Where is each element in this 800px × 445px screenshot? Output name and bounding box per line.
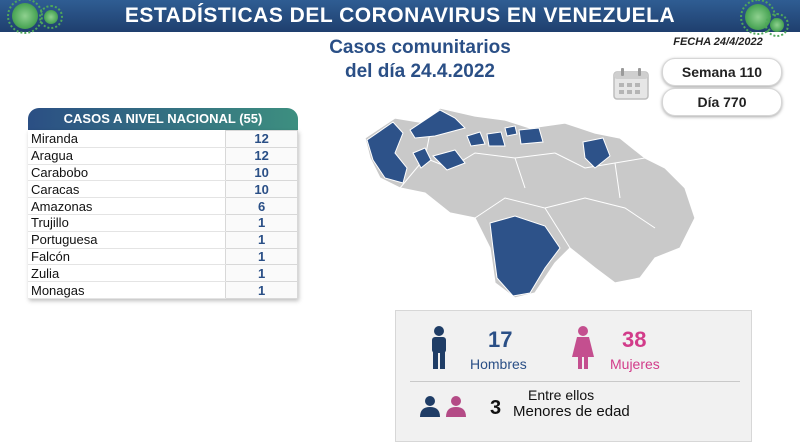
- minors-label: Menores de edad: [513, 403, 630, 420]
- day-badge: Día 770: [662, 88, 782, 116]
- case-count: 6: [225, 197, 298, 215]
- men-count: 17: [488, 327, 513, 352]
- map-state-amazonas: [489, 215, 561, 297]
- table-row: Monagas 1: [28, 281, 298, 299]
- case-count: 12: [225, 146, 298, 165]
- map-state-caracas: [504, 125, 518, 137]
- men-label: Hombres: [470, 356, 527, 372]
- map-state-portuguesa: [432, 149, 466, 171]
- demographics-panel: [395, 310, 752, 442]
- national-cases-table: Miranda 12 Aragua 12 Carabobo 10 Caracas 10 …: [28, 130, 298, 299]
- map-state-falcon: [409, 109, 466, 139]
- state-name: Carabobo: [28, 164, 226, 182]
- state-name: Caracas: [28, 180, 226, 199]
- case-count: 1: [225, 213, 298, 232]
- table-row: Zulia 1: [28, 264, 298, 283]
- subtitle: Casos comunitarios del día 24.4.2022: [290, 36, 550, 84]
- women-label: Mujeres: [610, 356, 660, 372]
- table-row: Aragua 12: [28, 146, 298, 165]
- national-cases-total: (55): [239, 111, 263, 126]
- state-name: Monagas: [28, 281, 226, 299]
- venezuela-map: [364, 107, 696, 299]
- woman-icon: [572, 326, 594, 369]
- table-row: Falcón 1: [28, 247, 298, 266]
- table-row: Trujillo 1: [28, 213, 298, 232]
- table-row: Portuguesa 1: [28, 230, 298, 249]
- case-count: 12: [225, 130, 298, 148]
- case-count: 1: [225, 281, 298, 299]
- people-icon: [420, 396, 466, 417]
- table-row: Miranda 12: [28, 130, 298, 148]
- map-state-monagas: [582, 137, 611, 169]
- case-count: 10: [225, 163, 298, 182]
- national-cases-header: CASOS A NIVEL NACIONAL (55): [28, 108, 298, 130]
- subtitle-line-1: Casos comunitarios: [329, 37, 511, 58]
- state-name: Aragua: [28, 147, 226, 165]
- case-count: 1: [225, 264, 298, 283]
- state-name: Zulia: [28, 264, 226, 283]
- table-row: Caracas 10: [28, 180, 298, 199]
- case-count: 1: [225, 247, 298, 266]
- national-cases-title: CASOS A NIVEL NACIONAL: [63, 111, 236, 126]
- map-state-zulia: [366, 121, 408, 184]
- map-state-trujillo: [412, 147, 432, 169]
- map-state-aragua: [486, 131, 506, 147]
- among-label: Entre ellos: [528, 387, 595, 403]
- date-label: FECHA 24/4/2022: [673, 36, 763, 48]
- subtitle-line-2: del día 24.4.2022: [345, 61, 495, 82]
- state-name: Falcón: [28, 248, 226, 266]
- map-state-miranda: [518, 127, 544, 145]
- case-count: 1: [225, 230, 298, 249]
- demographics-divider: [410, 381, 740, 382]
- table-row: Amazonas 6: [28, 197, 298, 215]
- calendar-icon: [613, 68, 649, 100]
- page-title: ESTADÍSTICAS DEL CORONAVIRUS EN VENEZUEL…: [124, 4, 676, 27]
- state-name: Portuguesa: [28, 231, 226, 249]
- virus-icon: [39, 5, 63, 29]
- man-icon: [432, 326, 446, 369]
- header-bar: [0, 0, 800, 32]
- state-name: Miranda: [28, 130, 226, 148]
- case-count: 10: [225, 180, 298, 199]
- virus-icon: [765, 13, 789, 37]
- table-row: Carabobo 10: [28, 163, 298, 182]
- week-badge: Semana 110: [662, 58, 782, 86]
- minors-count: 3: [490, 397, 502, 419]
- state-name: Trujillo: [28, 214, 226, 232]
- women-count: 38: [622, 327, 647, 352]
- state-name: Amazonas: [28, 197, 226, 215]
- map-state-carabobo: [466, 131, 486, 147]
